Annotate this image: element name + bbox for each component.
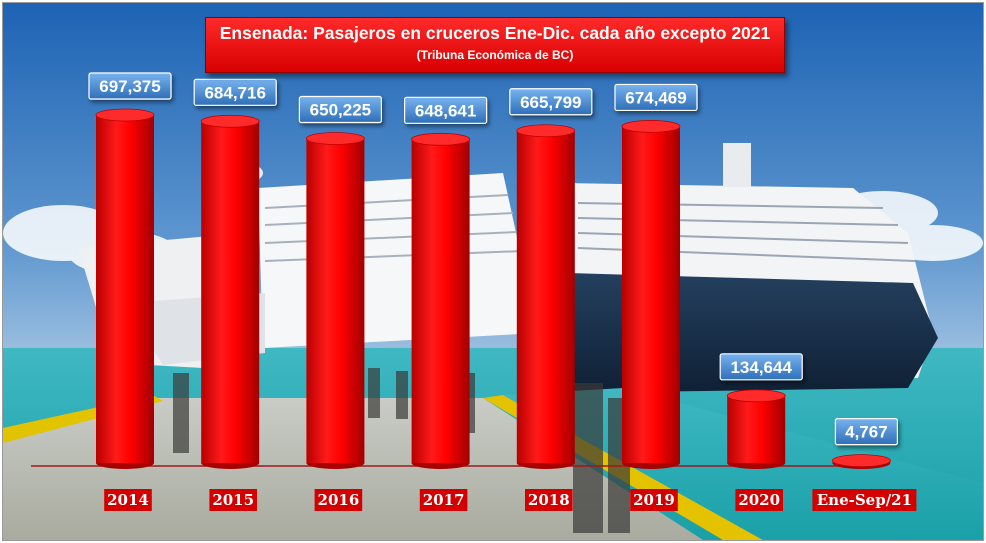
category-label-text: 2015 xyxy=(212,491,254,509)
value-label-2016: 650,225 xyxy=(298,95,382,124)
value-label-2015: 684,716 xyxy=(193,78,277,106)
category-label-ene-sep-21: Ene-Sep/21 xyxy=(812,489,917,511)
bar-2019 xyxy=(621,120,681,469)
chart-subtitle: (Tribuna Económica de BC) xyxy=(416,48,574,62)
value-label-2019: 674,469 xyxy=(614,83,698,112)
bar-2018 xyxy=(516,124,576,469)
bar-2015 xyxy=(200,114,260,469)
bar-2016 xyxy=(305,132,365,469)
chart-title: Ensenada: Pasajeros en cruceros Ene-Dic.… xyxy=(219,23,771,43)
category-label-text: Ene-Sep/21 xyxy=(817,491,912,509)
value-label-text: 648,641 xyxy=(415,101,476,120)
category-label-2020: 2020 xyxy=(735,489,783,511)
category-label-text: 2014 xyxy=(107,491,149,509)
value-label-text: 697,375 xyxy=(99,77,160,96)
value-label-2014: 697,375 xyxy=(88,72,172,100)
value-label-text: 134,644 xyxy=(730,358,792,377)
category-label-text: 2018 xyxy=(528,491,570,509)
category-label-2014: 2014 xyxy=(104,489,152,511)
value-label-2018: 665,799 xyxy=(509,88,593,116)
value-label-ene-sep-21: 4,767 xyxy=(834,418,899,446)
value-label-text: 684,716 xyxy=(204,83,265,102)
category-label-2015: 2015 xyxy=(209,489,257,511)
bar-2017 xyxy=(411,132,471,469)
bar-2014 xyxy=(95,108,155,469)
value-label-text: 650,225 xyxy=(310,101,371,120)
value-label-2020: 134,644 xyxy=(719,353,803,381)
category-label-2016: 2016 xyxy=(314,489,363,511)
value-label-2017: 648,641 xyxy=(404,96,488,124)
category-label-text: 2019 xyxy=(633,491,675,509)
category-label-2017: 2017 xyxy=(419,489,468,511)
chart-title-banner: Ensenada: Pasajeros en cruceros Ene-Dic.… xyxy=(205,17,785,73)
category-label-text: 2016 xyxy=(318,491,360,509)
category-label-2019: 2019 xyxy=(630,489,678,511)
bar-2020 xyxy=(726,389,786,469)
value-label-text: 4,767 xyxy=(845,423,888,442)
category-label-text: 2020 xyxy=(738,491,780,509)
value-label-text: 674,469 xyxy=(625,88,686,107)
category-label-2018: 2018 xyxy=(525,489,573,511)
bar-ene-sep-21 xyxy=(832,454,891,469)
value-label-text: 665,799 xyxy=(520,93,581,112)
bar-chart: 697,375 684,716 650,225 648,641 665,799 674,4… xyxy=(31,72,917,511)
category-label-text: 2017 xyxy=(423,491,465,509)
